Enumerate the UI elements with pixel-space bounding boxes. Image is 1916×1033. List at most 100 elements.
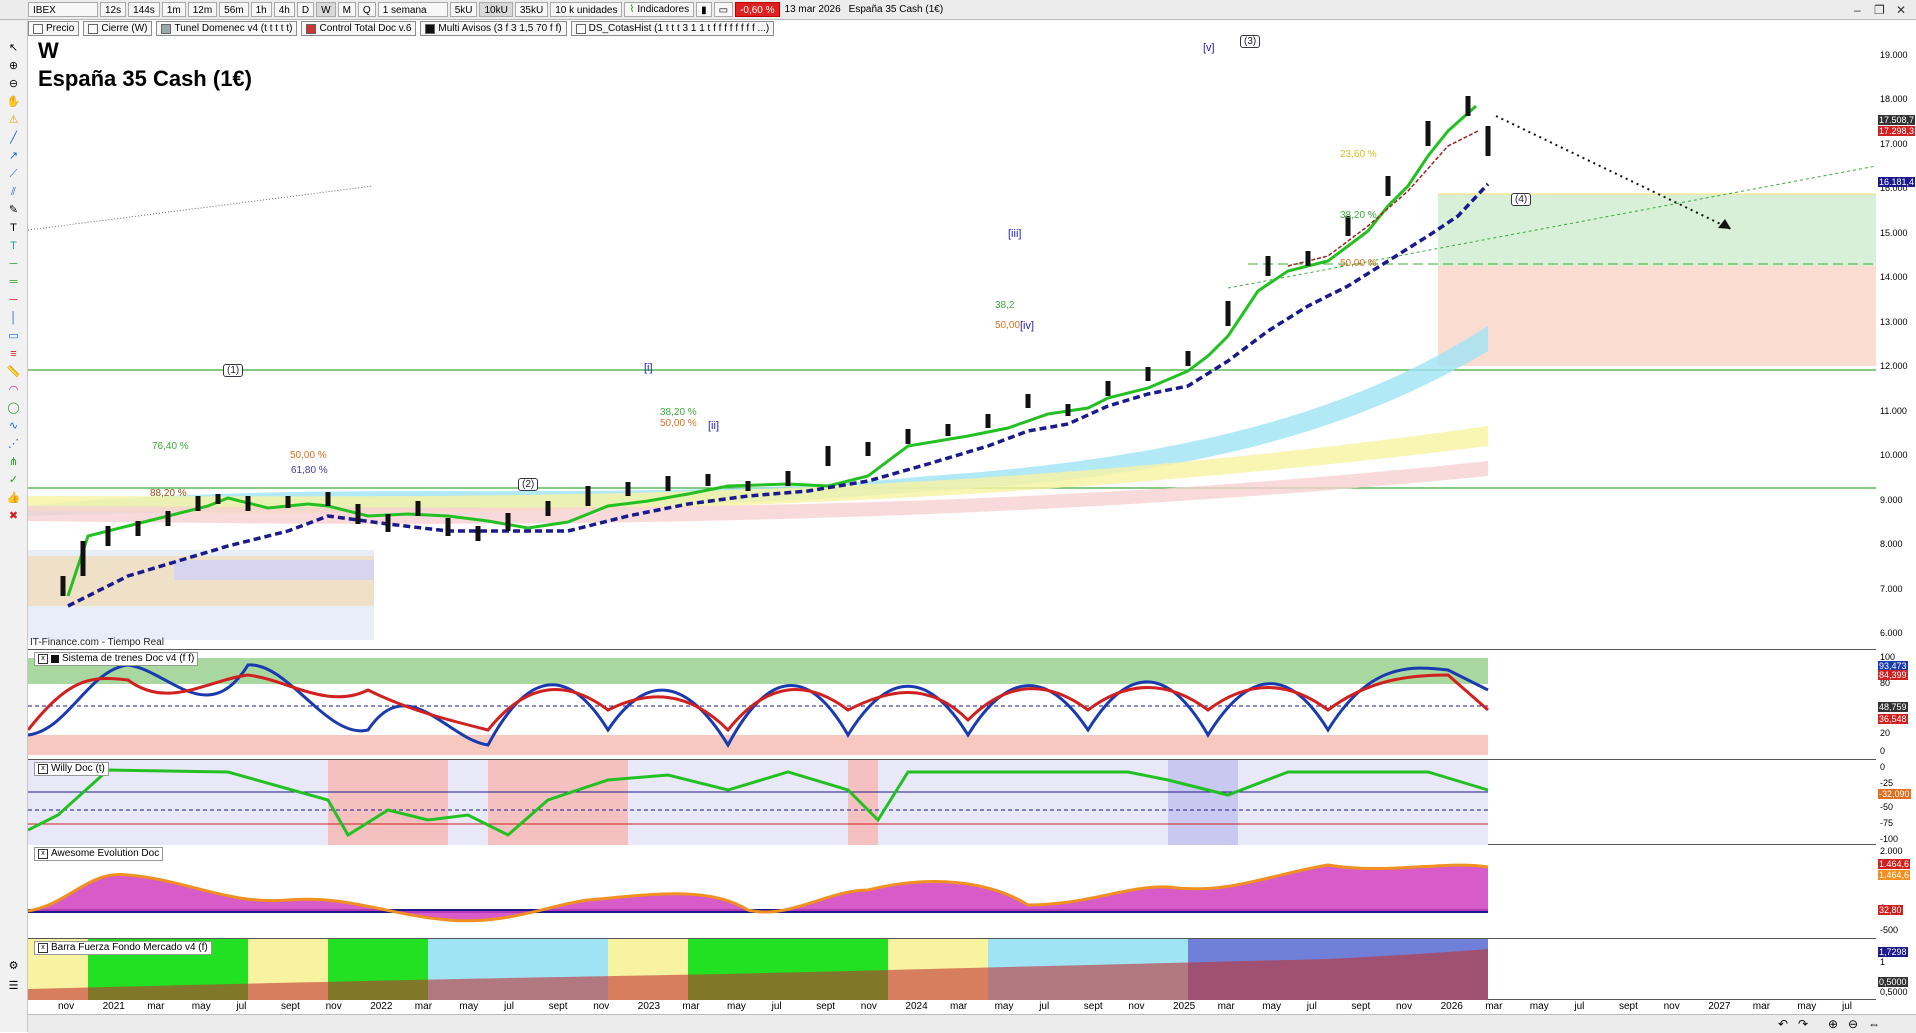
tf-12m[interactable]: 12m <box>187 2 218 17</box>
indicators-button[interactable]: ⌇ Indicadores <box>624 2 695 17</box>
legend-cierre[interactable]: Cierre (W) <box>83 21 153 36</box>
close-icon[interactable]: x <box>38 654 48 664</box>
time-tick: may <box>994 1001 1014 1012</box>
value-badge: 16.181,4 <box>1878 177 1916 187</box>
vline-icon[interactable]: │ <box>10 312 17 324</box>
channel-tool-icon[interactable]: ⫽ <box>11 186 16 198</box>
zoom-out-icon[interactable]: ⊖ <box>8 78 19 90</box>
chart-type-icon[interactable]: ▮ <box>696 2 712 17</box>
ray-tool-icon[interactable]: ⟋ <box>9 168 18 180</box>
zoom-in-icon[interactable]: ⊕ <box>1828 1017 1839 1031</box>
awesome-title[interactable]: x Awesome Evolution Doc <box>34 847 164 861</box>
fit-icon[interactable]: ⇔ <box>1868 1017 1880 1031</box>
tf-q[interactable]: Q <box>357 2 376 17</box>
tf-m[interactable]: M <box>337 2 356 17</box>
price-panel[interactable]: W España 35 Cash (1€) IT-Finance.com - T… <box>28 35 1876 650</box>
willy-panel[interactable]: x Willy Doc (t) <box>28 760 1876 845</box>
tf-1m[interactable]: 1m <box>161 2 186 17</box>
square-icon <box>575 23 586 34</box>
hline-red-icon[interactable]: ─ <box>9 294 18 306</box>
tf-12s[interactable]: 12s <box>100 2 127 17</box>
trend-tool-icon[interactable]: ↗ <box>8 150 19 162</box>
units-select[interactable]: 10 k unidades <box>550 2 623 17</box>
trenes-title[interactable]: x Sistema de trenes Doc v4 (f f) <box>34 652 199 666</box>
trenes-panel[interactable]: x Sistema de trenes Doc v4 (f f) <box>28 650 1876 760</box>
undo-icon[interactable]: ↶ <box>1778 1017 1789 1031</box>
barra-panel[interactable]: x Barra Fuerza Fondo Mercado v4 (f) <box>28 939 1876 1000</box>
tf-4h[interactable]: 4h <box>273 2 295 17</box>
settings-icon[interactable]: ⚙ <box>8 960 19 972</box>
time-tick: may <box>191 1001 211 1012</box>
fib-tool-icon[interactable]: ≡ <box>10 348 17 360</box>
tf-144s[interactable]: 144s <box>128 2 160 17</box>
legend-control-total[interactable]: Control Total Doc v.6 <box>301 21 417 36</box>
ellipse-tool-icon[interactable]: ◯ <box>7 402 20 414</box>
restore-icon[interactable]: ❐ <box>1874 3 1885 17</box>
time-tick: may <box>727 1001 746 1012</box>
awesome-panel[interactable]: x Awesome Evolution Doc <box>28 845 1876 939</box>
close-icon[interactable]: ✕ <box>1896 3 1907 17</box>
close-icon[interactable]: x <box>38 849 48 859</box>
minimize-icon[interactable]: – <box>1854 3 1861 17</box>
tf-d[interactable]: D <box>296 2 315 17</box>
arc-tool-icon[interactable]: ◠ <box>8 384 19 396</box>
hline-icon[interactable]: ═ <box>9 276 18 288</box>
willy-axis[interactable]: 0 -25 -50 -75 -100 -32,090 <box>1876 760 1916 845</box>
line-tool-icon[interactable]: ╱ <box>10 132 17 144</box>
chart-title: España 35 Cash (1€) <box>38 66 252 91</box>
arrow-tool-icon[interactable]: ↖ <box>8 42 19 54</box>
zoom-in-icon[interactable]: ⊕ <box>8 60 19 72</box>
time-axis[interactable]: nov 2021 mar may jul sept nov 2022 mar may jul sept… <box>28 1000 1876 1014</box>
redo-icon[interactable]: ↷ <box>1798 1017 1809 1031</box>
rect-tool-icon[interactable]: ▭ <box>8 330 19 342</box>
awesome-axis[interactable]: 2.000 0 -500 1.464,6 1.464,6 32,80 <box>1876 845 1916 939</box>
pencil-icon[interactable]: ✎ <box>8 204 19 216</box>
barra-axis[interactable]: 1 0,5000 1,7298 0,5000 <box>1876 939 1916 1000</box>
price-chart-svg <box>28 96 1876 640</box>
layout-icon[interactable]: ▭ <box>713 2 734 17</box>
alert-icon[interactable]: ⚠ <box>8 114 19 126</box>
hand-icon[interactable]: ✋ <box>6 96 21 108</box>
pitchfork-icon[interactable]: ⋔ <box>8 456 19 468</box>
tf-w[interactable]: W <box>316 2 336 17</box>
horizontal-line-icon[interactable]: ─ <box>9 258 18 270</box>
symbol-select[interactable]: IBEX <box>28 2 98 17</box>
tf-56m[interactable]: 56m <box>219 2 249 17</box>
tunel-line <box>66 104 1477 597</box>
zoom-out-icon[interactable]: ⊖ <box>1848 1017 1859 1031</box>
delete-icon[interactable]: ✖ <box>8 510 19 522</box>
legend-tunel[interactable]: Tunel Domenec v4 (t t t t t) <box>156 21 298 36</box>
wave-label: (3) <box>1240 35 1261 48</box>
legend-cotashist[interactable]: DS_CotasHist (1 t t t 3 1 1 t f f f f f … <box>570 21 775 36</box>
trenes-axis[interactable]: 100 80 20 0 93,473 84,399 48,759 36,548 <box>1876 650 1916 760</box>
time-tick: sept <box>1083 1001 1103 1012</box>
properties-icon[interactable]: ☰ <box>8 980 19 992</box>
barra-title[interactable]: x Barra Fuerza Fondo Mercado v4 (f) <box>34 941 212 955</box>
close-icon[interactable]: x <box>38 943 48 953</box>
legend-multi-avisos[interactable]: Multi Avisos (3 f 3 1,5 70 f f) <box>420 21 567 36</box>
thumbs-icon[interactable]: 👍 <box>6 492 21 504</box>
elliott-tool-icon[interactable]: ⋰ <box>8 438 19 450</box>
legend-precio[interactable]: Precio <box>28 21 80 36</box>
willy-title[interactable]: x Willy Doc (t) <box>34 762 109 776</box>
vol-10ku[interactable]: 10kU <box>479 2 513 17</box>
axis-tick: -75 <box>1880 818 1894 828</box>
check-icon[interactable]: ✓ <box>8 474 19 486</box>
price-tick: 18.000 <box>1880 94 1908 104</box>
vol-5ku[interactable]: 5kU <box>449 2 478 17</box>
vol-35ku[interactable]: 35kU <box>514 2 549 17</box>
note-tool-icon[interactable]: T <box>10 240 17 252</box>
wave-tool-icon[interactable]: ∿ <box>8 420 19 432</box>
text-tool-icon[interactable]: T <box>10 222 17 234</box>
time-tick: jul <box>504 1001 515 1012</box>
tf-1h[interactable]: 1h <box>250 2 272 17</box>
overbought-zone <box>28 658 1488 684</box>
candles <box>60 96 1491 596</box>
price-axis[interactable]: 19.000 18.000 17.000 16.000 15.000 14.00… <box>1876 36 1916 650</box>
period-select[interactable]: 1 semana <box>377 2 448 17</box>
axis-tick: -25 <box>1880 778 1894 788</box>
time-tick: jul <box>771 1001 782 1012</box>
time-tick: jul <box>1039 1001 1050 1012</box>
ruler-icon[interactable]: 📏 <box>6 366 21 378</box>
close-icon[interactable]: x <box>38 764 48 774</box>
